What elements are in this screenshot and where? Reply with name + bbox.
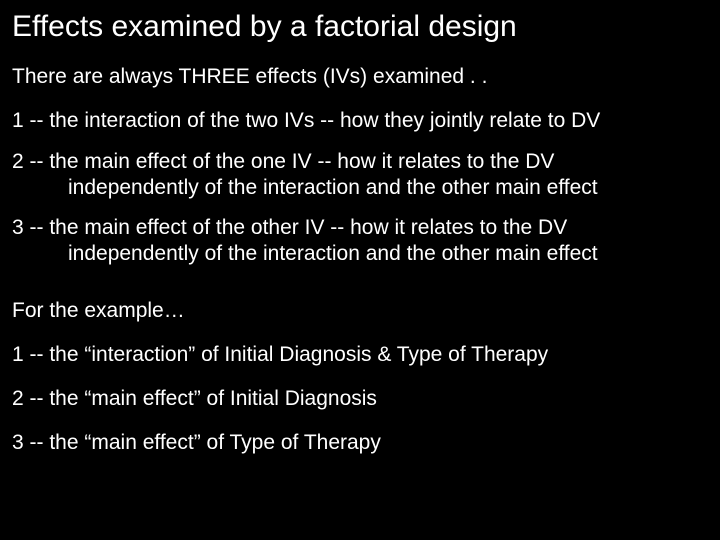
intro-line: There are always THREE effects (IVs) exa… xyxy=(12,64,708,90)
effect-2: 2 -- the main effect of the one IV -- ho… xyxy=(12,149,708,202)
effect-2-line1: 2 -- the main effect of the one IV -- ho… xyxy=(12,149,708,175)
example-2: 2 -- the “main effect” of Initial Diagno… xyxy=(12,386,708,412)
effect-1: 1 -- the interaction of the two IVs -- h… xyxy=(12,108,708,134)
effect-3-line2: independently of the interaction and the… xyxy=(12,241,708,267)
slide-title: Effects examined by a factorial design xyxy=(12,10,708,44)
effect-2-line2: independently of the interaction and the… xyxy=(12,175,708,201)
example-3: 3 -- the “main effect” of Type of Therap… xyxy=(12,430,708,456)
example-1: 1 -- the “interaction” of Initial Diagno… xyxy=(12,342,708,368)
effect-3-line1: 3 -- the main effect of the other IV -- … xyxy=(12,215,708,241)
for-example: For the example… xyxy=(12,298,708,324)
effect-3: 3 -- the main effect of the other IV -- … xyxy=(12,215,708,268)
